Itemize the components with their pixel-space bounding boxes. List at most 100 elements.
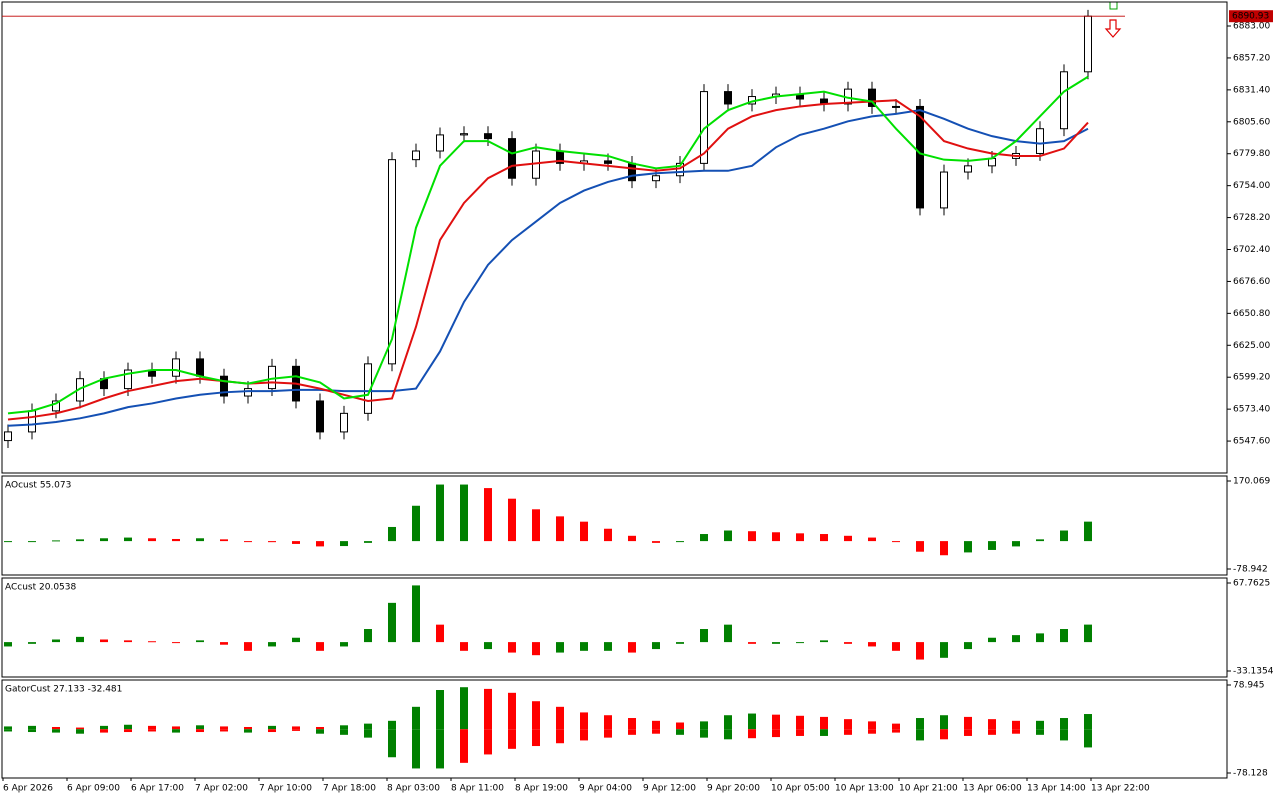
x-tick-label: 13 Apr 22:00 <box>1091 784 1150 794</box>
x-tick-label: 7 Apr 10:00 <box>259 784 312 794</box>
gator-bar <box>916 729 924 741</box>
histogram-bar <box>172 642 180 644</box>
candle-body <box>964 165 972 173</box>
histogram-bar <box>940 541 948 556</box>
gator-bar <box>604 729 612 738</box>
histogram-bar <box>700 534 708 542</box>
gator-bar <box>484 688 492 730</box>
histogram-bar <box>604 528 612 542</box>
histogram-bar <box>196 640 204 643</box>
candle-body <box>436 134 444 152</box>
x-tick-label: 6 Apr 17:00 <box>131 784 184 794</box>
y-tick-label: 6547.60 <box>1233 437 1270 447</box>
candle-body <box>868 88 876 107</box>
gator-bar <box>796 729 804 736</box>
gator-bar <box>772 714 780 730</box>
histogram-bar <box>1084 624 1092 643</box>
gator-bar <box>340 725 348 730</box>
histogram-bar <box>652 642 660 650</box>
gator-bar <box>364 729 372 738</box>
gator-bar <box>628 729 636 735</box>
x-tick-label: 8 Apr 19:00 <box>515 784 568 794</box>
gator-bar <box>796 715 804 730</box>
gator-bar <box>556 706 564 730</box>
gator-bar <box>316 729 324 734</box>
x-tick-label: 9 Apr 04:00 <box>579 784 632 794</box>
gator-bar <box>124 729 132 733</box>
gator-bar <box>292 729 300 731</box>
candle-body <box>316 400 324 433</box>
gator-bar <box>52 726 60 730</box>
gator-bar <box>148 725 156 730</box>
histogram-bar <box>244 541 252 543</box>
histogram-bar <box>988 637 996 643</box>
histogram-bar <box>868 642 876 647</box>
gator-bar <box>988 719 996 730</box>
candle-body <box>892 105 900 108</box>
x-tick-label: 6 Apr 09:00 <box>67 784 120 794</box>
histogram-bar <box>124 537 132 542</box>
gator-bar <box>4 729 12 732</box>
histogram-bar <box>724 624 732 643</box>
histogram-bar <box>364 629 372 643</box>
candle-body <box>412 150 420 161</box>
candle-body <box>1084 15 1092 73</box>
gator-bar <box>460 687 468 730</box>
histogram-bar <box>916 642 924 660</box>
histogram-bar <box>1084 521 1092 542</box>
y-tick-label: 170.069 <box>1233 476 1270 486</box>
panel-frame <box>1 1 1228 474</box>
gator-bar <box>484 729 492 755</box>
candle-body <box>940 171 948 209</box>
gator-bar <box>172 726 180 730</box>
candle-body <box>1036 128 1044 154</box>
gator-bar <box>604 715 612 730</box>
gator-bar <box>508 729 516 749</box>
gator-bar <box>4 726 12 730</box>
gator-bar <box>772 729 780 738</box>
panel-frame <box>1 475 1228 576</box>
histogram-bar <box>148 538 156 542</box>
candle-body <box>508 138 516 179</box>
histogram-bar <box>676 541 684 543</box>
candle-body <box>340 412 348 433</box>
panel-frame <box>1 577 1228 678</box>
histogram-bar <box>868 537 876 542</box>
gator-bar <box>1036 729 1044 735</box>
x-tick-label: 10 Apr 05:00 <box>771 784 830 794</box>
histogram-bar <box>532 509 540 542</box>
histogram-bar <box>76 539 84 542</box>
histogram-bar <box>4 541 12 543</box>
candle-body <box>172 358 180 377</box>
histogram-bar <box>460 484 468 542</box>
histogram-bar <box>292 637 300 643</box>
gator-bar <box>100 725 108 730</box>
candle-body <box>220 375 228 397</box>
gator-bar <box>532 701 540 730</box>
histogram-bar <box>196 538 204 542</box>
gator-bar <box>220 726 228 730</box>
histogram-bar <box>628 535 636 542</box>
y-tick-label: -33.1354 <box>1233 667 1274 677</box>
alligator-line <box>7 99 1089 421</box>
histogram-bar <box>748 642 756 644</box>
x-tick-label: 9 Apr 12:00 <box>643 784 696 794</box>
last-price-label: 6890.93 <box>1232 12 1269 22</box>
histogram-bar <box>772 532 780 542</box>
histogram-bar <box>316 642 324 651</box>
histogram-bar <box>220 539 228 542</box>
gator-bar <box>76 729 84 734</box>
alligator-line <box>7 109 1089 427</box>
histogram-bar <box>28 642 36 644</box>
histogram-bar <box>268 642 276 647</box>
gator-bar <box>820 729 828 736</box>
candle-body <box>724 91 732 105</box>
gator-bar <box>1084 714 1092 730</box>
x-tick-label: 10 Apr 21:00 <box>899 784 958 794</box>
y-tick-label: 6831.40 <box>1233 85 1270 95</box>
gator-bar <box>676 722 684 730</box>
gator-bar <box>892 729 900 733</box>
histogram-bar <box>100 639 108 643</box>
gator-bar <box>388 720 396 730</box>
